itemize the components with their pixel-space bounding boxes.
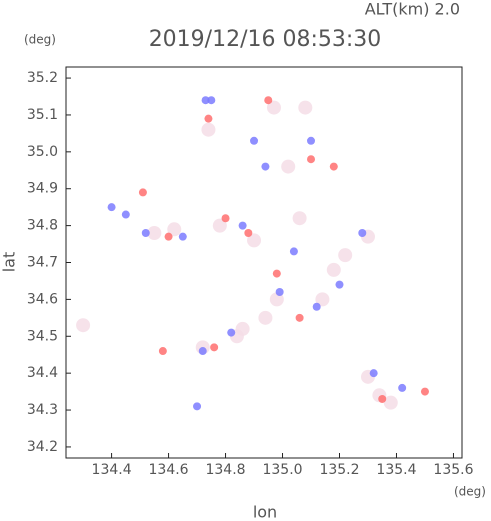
echo-point	[292, 211, 307, 226]
echo-point	[281, 159, 296, 174]
echo-point	[210, 343, 219, 352]
echo-point	[326, 262, 341, 277]
echo-point	[247, 233, 262, 248]
y-tick-label: 35.1	[27, 107, 58, 123]
x-tick-label: 135.2	[319, 462, 359, 478]
echo-point	[258, 310, 273, 325]
echo-point	[178, 232, 187, 241]
y-tick-label: 34.4	[27, 365, 58, 381]
y-tick-label: 35.0	[27, 144, 58, 160]
x-tick-label: 135.0	[262, 462, 302, 478]
echo-point	[312, 302, 321, 311]
echo-point	[76, 318, 91, 333]
y-tick-label: 34.8	[27, 218, 58, 234]
echo-point	[383, 395, 398, 410]
echo-point	[167, 222, 182, 237]
y-tick-label: 35.2	[27, 70, 58, 86]
echo-point	[250, 136, 259, 145]
x-tick-label: 135.4	[376, 462, 416, 478]
echo-point	[198, 347, 207, 356]
x-tick-label: 134.8	[205, 462, 245, 478]
y-tick-label: 34.2	[27, 439, 58, 455]
x-tick-label: 134.6	[149, 462, 189, 478]
echo-point	[398, 383, 407, 392]
plot-frame	[65, 66, 463, 459]
y-tick-label: 34.7	[27, 255, 58, 271]
x-axis-label: lon	[253, 503, 277, 521]
echo-point	[289, 247, 298, 256]
echo-point	[221, 214, 230, 223]
echo-point	[138, 188, 147, 197]
echo-point	[147, 225, 162, 240]
echo-point	[358, 228, 367, 237]
echo-point	[121, 210, 130, 219]
y-tick-label: 34.9	[27, 181, 58, 197]
echo-point	[238, 221, 247, 230]
echo-point	[204, 114, 213, 123]
altitude-label: ALT(km) 2.0	[365, 0, 460, 19]
echo-point	[307, 136, 316, 145]
echo-point	[369, 369, 378, 378]
echo-point	[201, 122, 216, 137]
echo-point	[298, 100, 313, 115]
y-axis-label: lat	[0, 252, 19, 273]
echo-point	[335, 280, 344, 289]
echo-point	[307, 155, 316, 164]
echo-point	[207, 96, 216, 105]
echo-point	[107, 203, 116, 212]
echo-point	[158, 347, 167, 356]
x-tick-label: 135.6	[433, 462, 473, 478]
x-tick-label: 134.4	[92, 462, 132, 478]
y-tick-label: 34.5	[27, 328, 58, 344]
echo-point	[338, 248, 353, 263]
echo-point	[212, 218, 227, 233]
echo-point	[164, 232, 173, 241]
chart-title: 2019/12/16 08:53:30	[149, 27, 382, 52]
x-unit: (deg)	[454, 485, 486, 499]
echo-point	[261, 162, 270, 171]
echo-point	[201, 96, 210, 105]
echo-point	[315, 292, 330, 307]
echo-point	[420, 387, 429, 396]
echo-point	[264, 96, 273, 105]
echo-point	[329, 162, 338, 171]
echo-point	[141, 228, 150, 237]
echo-point	[193, 402, 202, 411]
echo-point	[295, 313, 304, 322]
y-tick-label: 34.3	[27, 402, 58, 418]
echo-point	[266, 100, 281, 115]
y-unit: (deg)	[24, 33, 56, 47]
echo-point	[378, 394, 387, 403]
echo-point	[272, 269, 281, 278]
y-tick-label: 34.6	[27, 291, 58, 307]
echo-point	[227, 328, 236, 337]
echo-point	[275, 288, 284, 297]
echo-point	[244, 228, 253, 237]
